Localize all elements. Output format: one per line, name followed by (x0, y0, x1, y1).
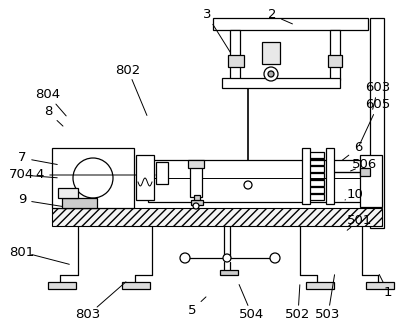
Bar (48, 282, 76, 289)
Bar (307, 166, 323, 172)
Bar (230, 30, 239, 80)
Text: 502: 502 (285, 309, 310, 322)
Bar (365, 282, 393, 289)
Circle shape (267, 71, 273, 77)
Text: 501: 501 (346, 213, 372, 226)
Bar (156, 162, 168, 184)
Text: 4: 4 (36, 169, 44, 182)
Bar (307, 152, 323, 158)
Text: 603: 603 (364, 81, 390, 94)
Text: 506: 506 (352, 158, 377, 172)
Bar (52, 148, 134, 208)
Text: 804: 804 (35, 88, 60, 102)
Bar (136, 155, 153, 200)
Text: 803: 803 (75, 309, 100, 322)
Text: 2: 2 (267, 8, 275, 21)
Bar (329, 30, 339, 80)
Text: 7: 7 (18, 151, 26, 164)
Bar (307, 194, 323, 200)
Bar (58, 188, 78, 198)
Circle shape (179, 253, 190, 263)
Text: 503: 503 (315, 309, 340, 322)
Circle shape (222, 254, 230, 262)
Text: 10: 10 (346, 189, 362, 201)
Bar (327, 55, 341, 67)
Text: 6: 6 (353, 141, 361, 154)
Bar (188, 160, 203, 168)
Bar (307, 187, 323, 193)
Bar (359, 168, 369, 176)
Text: 801: 801 (9, 246, 34, 259)
Text: 704: 704 (9, 169, 34, 182)
Circle shape (269, 253, 279, 263)
Text: 5: 5 (187, 304, 196, 317)
Bar (261, 42, 279, 64)
Bar (220, 270, 237, 275)
Text: 3: 3 (202, 8, 211, 21)
Bar (122, 282, 149, 289)
Bar (190, 200, 202, 205)
Text: 1: 1 (383, 285, 391, 298)
Bar (369, 18, 383, 228)
Bar (194, 195, 200, 203)
Bar (148, 160, 369, 202)
Text: 504: 504 (239, 309, 264, 322)
Bar (301, 148, 309, 204)
Circle shape (192, 203, 198, 209)
Bar (222, 78, 339, 88)
Bar (228, 55, 243, 67)
Bar (307, 180, 323, 186)
Bar (307, 173, 323, 179)
Text: 8: 8 (44, 106, 52, 119)
Bar (190, 162, 202, 197)
Circle shape (263, 67, 277, 81)
Bar (62, 198, 97, 208)
Bar (213, 18, 367, 30)
Bar (52, 208, 381, 226)
Text: 9: 9 (18, 194, 26, 206)
Bar (325, 148, 333, 204)
Bar (305, 282, 333, 289)
Bar (359, 155, 381, 207)
Text: 605: 605 (364, 98, 390, 112)
Bar (307, 159, 323, 165)
Text: 802: 802 (115, 64, 140, 76)
